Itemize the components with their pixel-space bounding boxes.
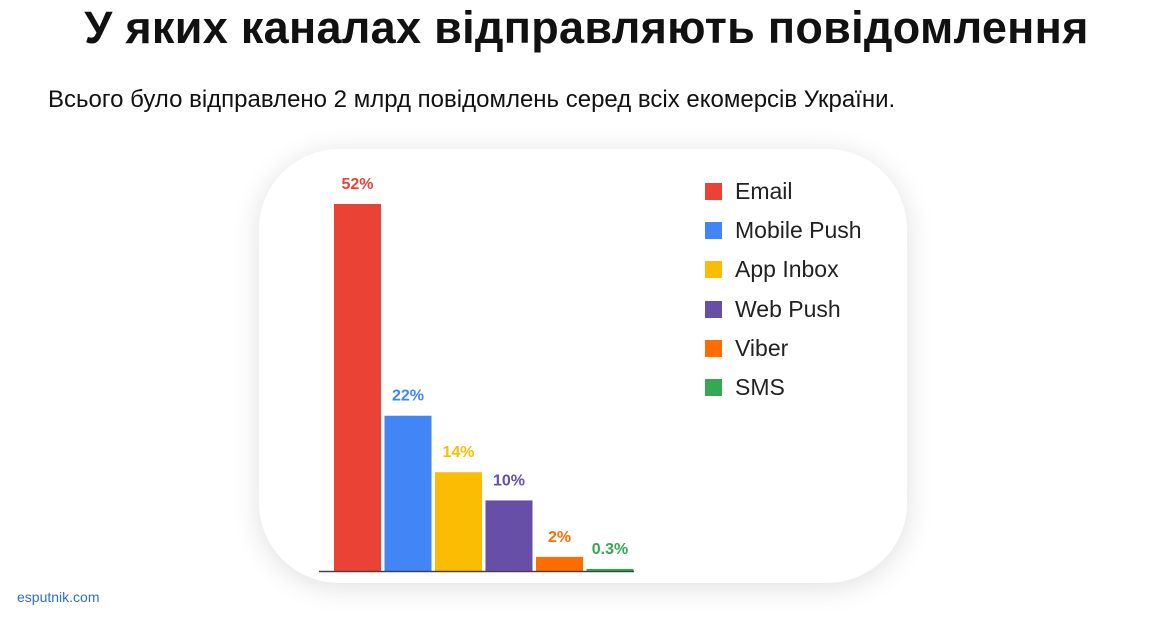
value-label-sms: 0.3%	[592, 541, 628, 558]
legend-item-mobile-push: Mobile Push	[705, 211, 862, 250]
legend-item-web-push: Web Push	[705, 290, 862, 329]
legend-label-sms: SMS	[735, 374, 785, 401]
legend-swatch-viber	[705, 339, 722, 357]
legend-swatch-web-push	[705, 300, 722, 318]
chart-legend: Email Mobile Push App Inbox Web Push Vib…	[705, 172, 862, 407]
bar-app-inbox	[435, 472, 482, 571]
value-label-email: 52%	[341, 176, 373, 193]
footer-brand-link[interactable]: esputnik.com	[17, 589, 100, 605]
value-label-app-inbox: 14%	[442, 444, 474, 461]
bar-chart: 52% 22% 14% 10% 2% 0.3%	[319, 176, 634, 573]
bars-group	[334, 204, 634, 571]
legend-item-app-inbox: App Inbox	[705, 250, 862, 289]
bar-web-push	[485, 500, 533, 571]
value-label-web-push: 10%	[493, 472, 525, 489]
bar-mobile-push	[384, 415, 432, 571]
legend-item-viber: Viber	[705, 329, 862, 368]
legend-swatch-mobile-push	[705, 222, 722, 240]
legend-swatch-sms	[705, 379, 722, 397]
bar-sms	[586, 568, 634, 571]
page-subtitle: Всього було відправлено 2 млрд повідомле…	[48, 86, 896, 113]
value-label-mobile-push: 22%	[392, 388, 424, 405]
legend-swatch-app-inbox	[705, 261, 722, 279]
bar-email	[334, 204, 381, 571]
value-label-viber: 2%	[548, 529, 571, 546]
legend-label-web-push: Web Push	[735, 295, 841, 322]
legend-label-mobile-push: Mobile Push	[735, 217, 862, 244]
legend-label-email: Email	[735, 178, 793, 205]
page-title: У яких каналах відправляють повідомлення	[84, 2, 1089, 53]
legend-item-email: Email	[705, 172, 862, 211]
legend-label-viber: Viber	[735, 334, 789, 361]
legend-swatch-email	[705, 183, 722, 201]
bar-viber	[536, 556, 583, 571]
legend-label-app-inbox: App Inbox	[735, 256, 839, 283]
legend-item-sms: SMS	[705, 368, 862, 407]
value-labels-group: 52% 22% 14% 10% 2% 0.3%	[341, 176, 628, 558]
